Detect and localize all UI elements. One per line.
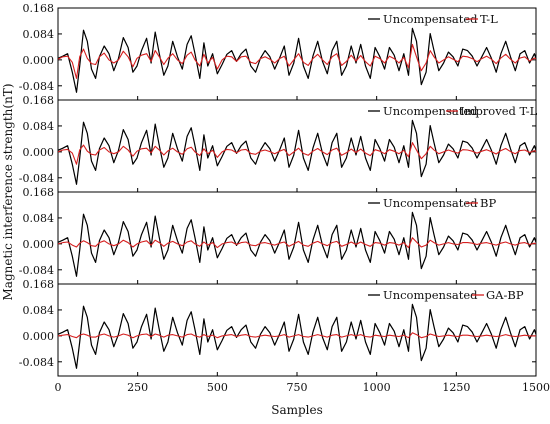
x-tick-label: 1000 [363,381,391,394]
x-axis: 0 250 500 750 1000 1250 1500 [55,381,550,394]
series-line-uncompensated [58,119,536,185]
legend-label-compensated: T-L [480,12,498,26]
series-line-uncompensated [58,27,536,93]
panel-3: 0.168 0.084 0.000 -0.084 Uncompensated BP [19,186,537,284]
y-tick-label: 0.084 [23,304,55,317]
series-line-uncompensated [58,303,536,369]
x-tick-label: 0 [55,381,62,394]
y-tick-label: -0.084 [19,172,54,185]
y-tick-label: 0.000 [23,330,55,343]
y-tick-label: -0.084 [19,80,54,93]
y-tick-label: 0.168 [23,2,55,15]
x-tick-label: 1500 [522,381,550,394]
panel-2: 0.168 0.084 0.000 -0.084 UncompensatedImprov… [19,94,538,192]
x-tick-label: 750 [287,381,308,394]
series-line-compensated [58,332,536,339]
series-line-compensated [58,142,536,165]
y-tick-label: 0.168 [23,186,55,199]
legend-label-compensated: GA-BP [486,288,524,302]
y-tick-label: 0.000 [23,54,55,67]
y-tick-label: -0.084 [19,264,54,277]
legend-label-uncompensated: Uncompensated [383,288,478,302]
legend-label-uncompensated: Uncompensated [383,196,478,210]
y-tick-label: -0.084 [19,356,54,369]
y-tick-label: 0.000 [23,238,55,251]
legend-label-uncompensated: Uncompensated [383,12,478,26]
legend-label-compensated: Improved T-L [460,104,538,118]
panel-4: 0.168 0.084 0.000 -0.084 Uncompensated GA-BP [19,278,537,376]
panel-1: 0.168 0.084 0.000 -0.084 Uncompensated T-L [19,2,537,100]
legend-label-compensated: BP [480,196,496,210]
x-tick-label: 500 [207,381,228,394]
y-tick-label: 0.084 [23,28,55,41]
legend-label-uncompensated: Uncompensated [383,104,478,118]
y-tick-label: 0.000 [23,146,55,159]
series-line-compensated [58,43,536,79]
y-axis-title: Magnetic interference strength(nT) [1,84,15,301]
x-axis-title: Samples [271,403,323,417]
x-tick-label: 1250 [442,381,470,394]
y-tick-label: 0.084 [23,212,55,225]
y-tick-label: 0.084 [23,120,55,133]
y-tick-label: 0.168 [23,278,55,291]
y-tick-label: 0.168 [23,94,55,107]
series-line-compensated [58,237,536,249]
x-tick-label: 250 [127,381,148,394]
series-line-uncompensated [58,211,536,277]
